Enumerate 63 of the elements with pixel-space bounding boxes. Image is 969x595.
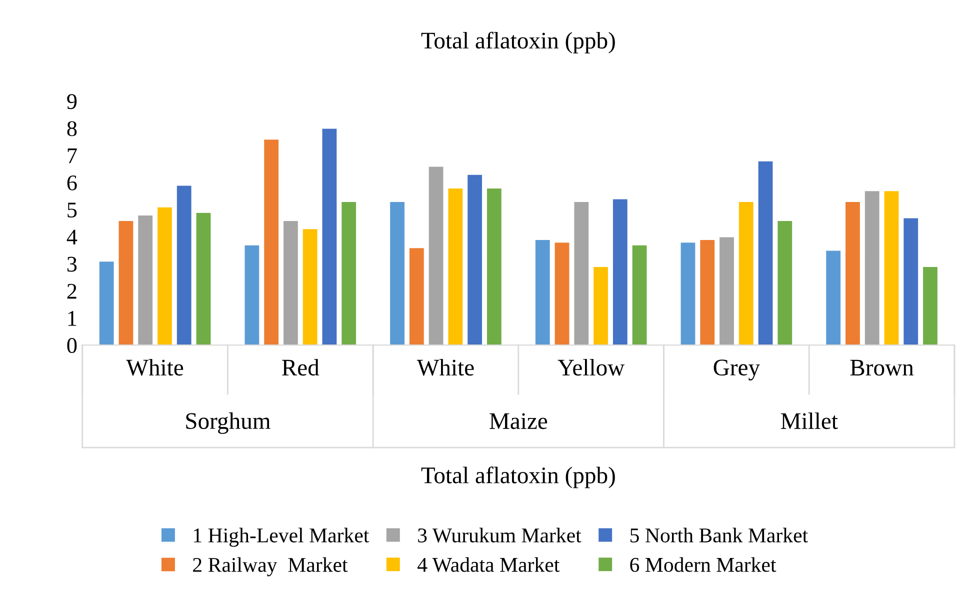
y-tick-label: 8 [67,121,77,136]
bar [534,238,551,346]
bar [466,174,484,346]
chart-title: Total aflatoxin (ppb) [421,32,615,54]
y-tick-label: 2 [67,284,76,299]
y-tick-label: 7 [68,148,77,164]
legend-label: 3 Wurukum Market [418,528,582,543]
bar [757,160,774,346]
y-tick-label: 1 [68,311,76,326]
bar [244,244,260,346]
x-tick-label: White [416,358,474,376]
bar [631,244,648,346]
legend-label: 6 Modern Market [630,557,776,572]
bar [98,260,115,346]
legend-label: 4 Wadata Market [418,557,560,572]
x-tick-label: Brown [850,360,914,376]
bar [554,242,570,346]
bar [680,242,696,346]
bar [844,200,862,346]
text: Sorghum [186,412,270,434]
bar [699,238,716,346]
bar [263,138,280,346]
bar [428,166,444,346]
x-tick-label: Yellow [558,358,625,376]
bar [340,200,358,346]
x-axis-title: Total aflatoxin (ppb) [421,466,615,488]
bar [137,214,154,346]
legend-label: 5 North Bank Market [630,528,808,542]
bar [447,187,464,346]
bar [825,250,842,346]
bar [738,200,754,346]
bar [156,206,174,346]
text: Maize [490,413,548,430]
y-tick-label: 4 [66,230,78,244]
y-tick-label: 5 [68,202,77,218]
bar [282,220,300,346]
bar [864,190,880,346]
bar [195,212,212,346]
legend-label: 1 High-Level Market [194,528,370,547]
bar [176,184,192,346]
y-tick-label: 0 [67,338,77,354]
bar [486,187,502,346]
bar [118,220,134,346]
legend-label: 2 Railway Market [193,557,348,576]
bar [408,246,425,346]
y-tick-label: 3 [67,256,77,272]
bar [922,266,939,346]
bar [883,190,900,346]
x-tick-label: Red [282,358,320,376]
bar [321,128,338,346]
bar [302,228,318,346]
bar [902,217,920,346]
bar [592,266,610,346]
bar [612,198,628,346]
bar [388,200,406,346]
bar [776,220,794,346]
bar [573,200,590,346]
x-tick-label: White [126,358,184,376]
y-tick-label: 6 [67,175,77,190]
y-tick-label: 9 [67,94,77,110]
bar [718,236,736,346]
text: Millet [780,412,838,430]
x-tick-label: Grey [714,360,760,380]
